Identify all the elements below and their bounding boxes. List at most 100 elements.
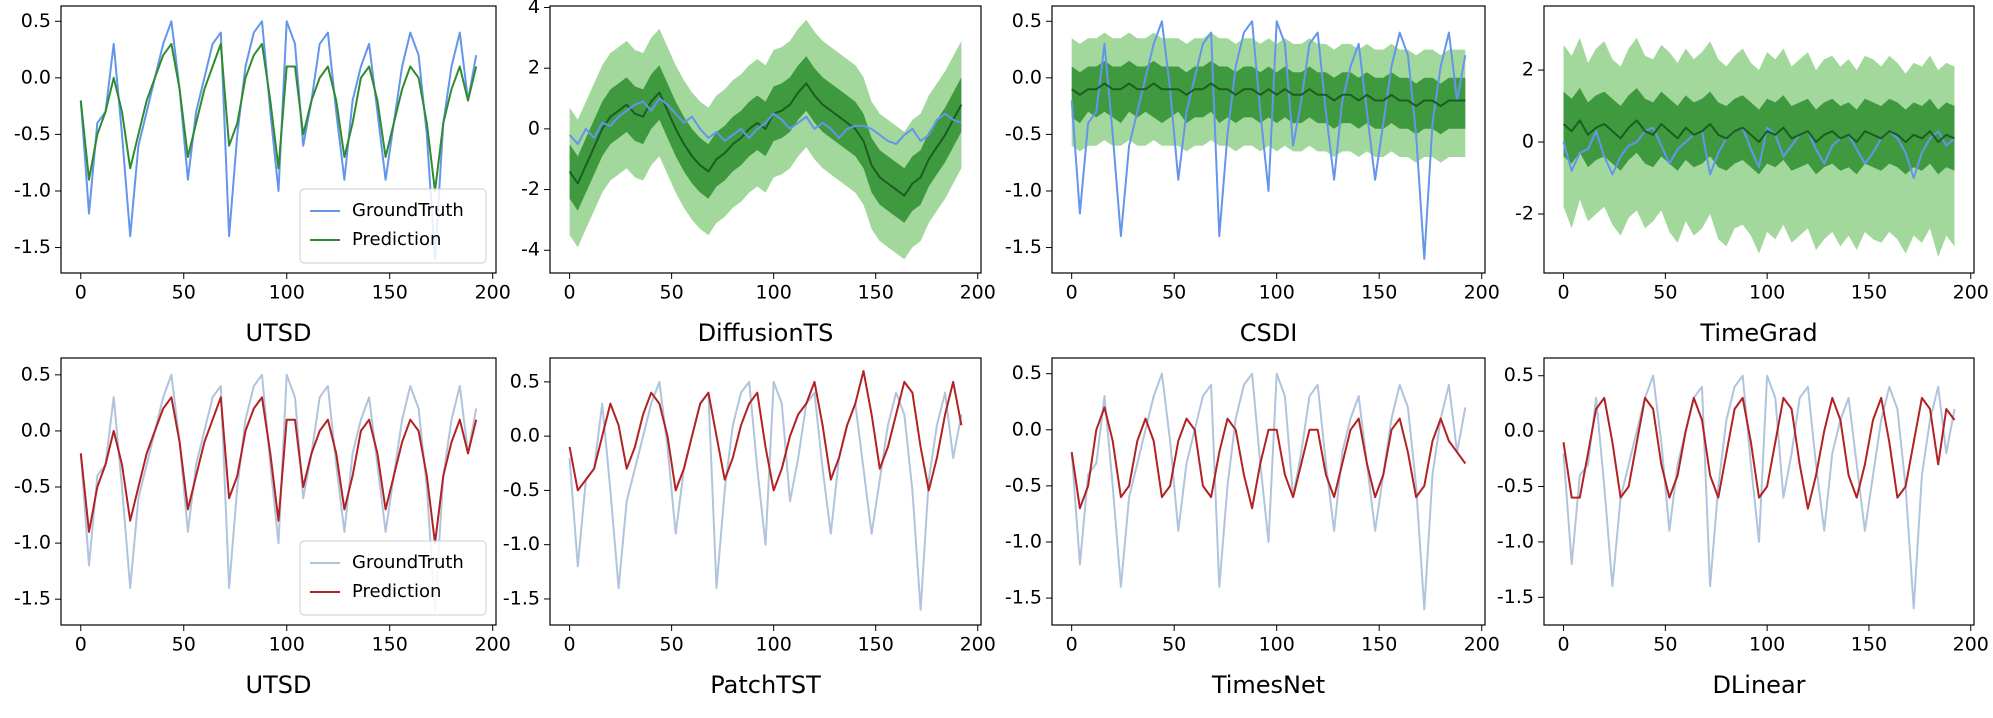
y-tick-label: -1.0 (14, 532, 51, 554)
legend-label: Prediction (352, 581, 441, 602)
panel: 0 50 100 150 200 -4 -2 0 2 4 DiffusionTS (521, 0, 996, 347)
x-axis-label: DiffusionTS (698, 319, 834, 347)
y-tick-label: 0.0 (510, 425, 540, 447)
x-tick-label: 150 (1361, 634, 1397, 656)
x-tick-label: 150 (858, 282, 894, 304)
x-tick-label: 0 (75, 634, 87, 656)
x-axis-label: PatchTST (710, 671, 821, 699)
y-tick-label: 0.5 (21, 363, 51, 385)
y-tick-label: 0.0 (1504, 420, 1534, 442)
x-tick-label: 200 (1464, 282, 1500, 304)
series-line (1070, 406, 1467, 510)
axes-frame (60, 5, 497, 274)
series-line (568, 97, 962, 146)
y-tick-label: 0.5 (21, 10, 51, 32)
series-line (79, 373, 478, 612)
x-tick-label: 100 (269, 282, 305, 304)
x-axis-label: UTSD (246, 319, 312, 347)
axes-frame (1051, 5, 1486, 274)
x-tick-label: 0 (564, 282, 576, 304)
x-tick-label: 0 (1557, 282, 1569, 304)
y-tick-label: 0.0 (1012, 418, 1042, 440)
x-tick-label: 50 (1653, 634, 1677, 656)
y-tick-label: -1.5 (1005, 587, 1042, 609)
x-tick-label: 150 (1851, 282, 1887, 304)
y-tick-label: -1.0 (503, 533, 540, 555)
x-tick-label: 100 (1749, 282, 1785, 304)
legend-label: Prediction (352, 229, 441, 250)
y-tick-label: -0.5 (1005, 123, 1042, 145)
y-tick-label: -4 (521, 239, 540, 261)
legend-label: GroundTruth (352, 552, 464, 573)
panel: 0 50 100 150 200 0.5 0.0 -0.5 -1.0 -1.5 UTSD Ground… (14, 5, 511, 347)
y-tick-label: 0.5 (1012, 10, 1042, 32)
x-tick-label: 50 (172, 634, 196, 656)
y-tick-label: -2 (1515, 202, 1534, 224)
y-tick-label: 0.5 (510, 370, 540, 392)
x-tick-label: 100 (756, 634, 792, 656)
series-line (1562, 119, 1955, 143)
axes-frame (549, 5, 982, 274)
y-tick-label: -1.5 (503, 587, 540, 609)
y-tick-label: 4 (528, 0, 540, 18)
axes-frame (1543, 357, 1975, 626)
x-axis-label: CSDI (1240, 319, 1298, 347)
y-tick-label: -0.5 (14, 123, 51, 145)
series-line (568, 82, 963, 197)
y-tick-label: 2 (528, 57, 540, 79)
series-line (568, 380, 963, 611)
x-tick-label: 0 (1066, 634, 1078, 656)
x-tick-label: 200 (475, 282, 511, 304)
x-tick-label: 0 (1557, 634, 1569, 656)
y-tick-label: -1.0 (1005, 530, 1042, 552)
prediction-band (569, 56, 962, 223)
x-tick-label: 150 (858, 634, 894, 656)
axes-frame (1543, 5, 1975, 274)
x-tick-label: 150 (372, 282, 408, 304)
y-tick-label: 0.0 (21, 419, 51, 441)
x-tick-label: 150 (372, 634, 408, 656)
y-tick-label: -1.5 (14, 588, 51, 610)
legend-box (299, 188, 487, 264)
x-axis-label: TimeGrad (1699, 319, 1817, 347)
panel: 0 50 100 150 200 0.5 0.0 -0.5 -1.0 -1.5 CSDI (1005, 5, 1500, 347)
series-line (79, 396, 478, 545)
x-tick-label: 150 (1851, 634, 1887, 656)
y-tick-label: -0.5 (1005, 474, 1042, 496)
y-tick-label: 0.5 (1504, 364, 1534, 386)
y-tick-label: -1.5 (1005, 236, 1042, 258)
x-tick-label: 200 (960, 634, 996, 656)
y-tick-label: -1.0 (1005, 179, 1042, 201)
x-tick-label: 100 (1259, 634, 1295, 656)
x-axis-label: UTSD (246, 671, 312, 699)
axes-frame (1051, 357, 1486, 626)
y-tick-label: 0 (528, 117, 540, 139)
y-tick-label: -1.5 (1497, 586, 1534, 608)
x-tick-label: 0 (75, 282, 87, 304)
y-tick-label: -0.5 (503, 479, 540, 501)
series-line (79, 20, 478, 260)
axes-frame (549, 357, 982, 626)
legend-box (299, 540, 487, 616)
prediction-band (1563, 88, 1955, 175)
series-line (1071, 82, 1466, 108)
x-tick-label: 50 (660, 634, 684, 656)
panel: 0 50 100 150 200 0.5 0.0 -0.5 -1.0 -1.5 DLinear (1497, 357, 1989, 699)
panel: 0 50 100 150 200 0.5 0.0 -0.5 -1.0 -1.5 TimesNet (1005, 357, 1500, 699)
y-tick-label: 0.5 (1012, 362, 1042, 384)
x-tick-label: 200 (1464, 634, 1500, 656)
series-line (79, 42, 478, 192)
series-line (1562, 374, 1956, 610)
series-line (1070, 372, 1467, 611)
x-tick-label: 50 (660, 282, 684, 304)
x-tick-label: 100 (1749, 634, 1785, 656)
y-tick-label: 0 (1522, 131, 1534, 153)
series-line (1562, 396, 1956, 510)
x-tick-label: 150 (1361, 282, 1397, 304)
x-tick-label: 50 (1162, 282, 1186, 304)
x-tick-label: 100 (1259, 282, 1295, 304)
panel: 0 50 100 150 200 -2 0 2 TimeGrad (1515, 5, 1989, 347)
x-tick-label: 200 (1953, 634, 1989, 656)
x-tick-label: 100 (756, 282, 792, 304)
